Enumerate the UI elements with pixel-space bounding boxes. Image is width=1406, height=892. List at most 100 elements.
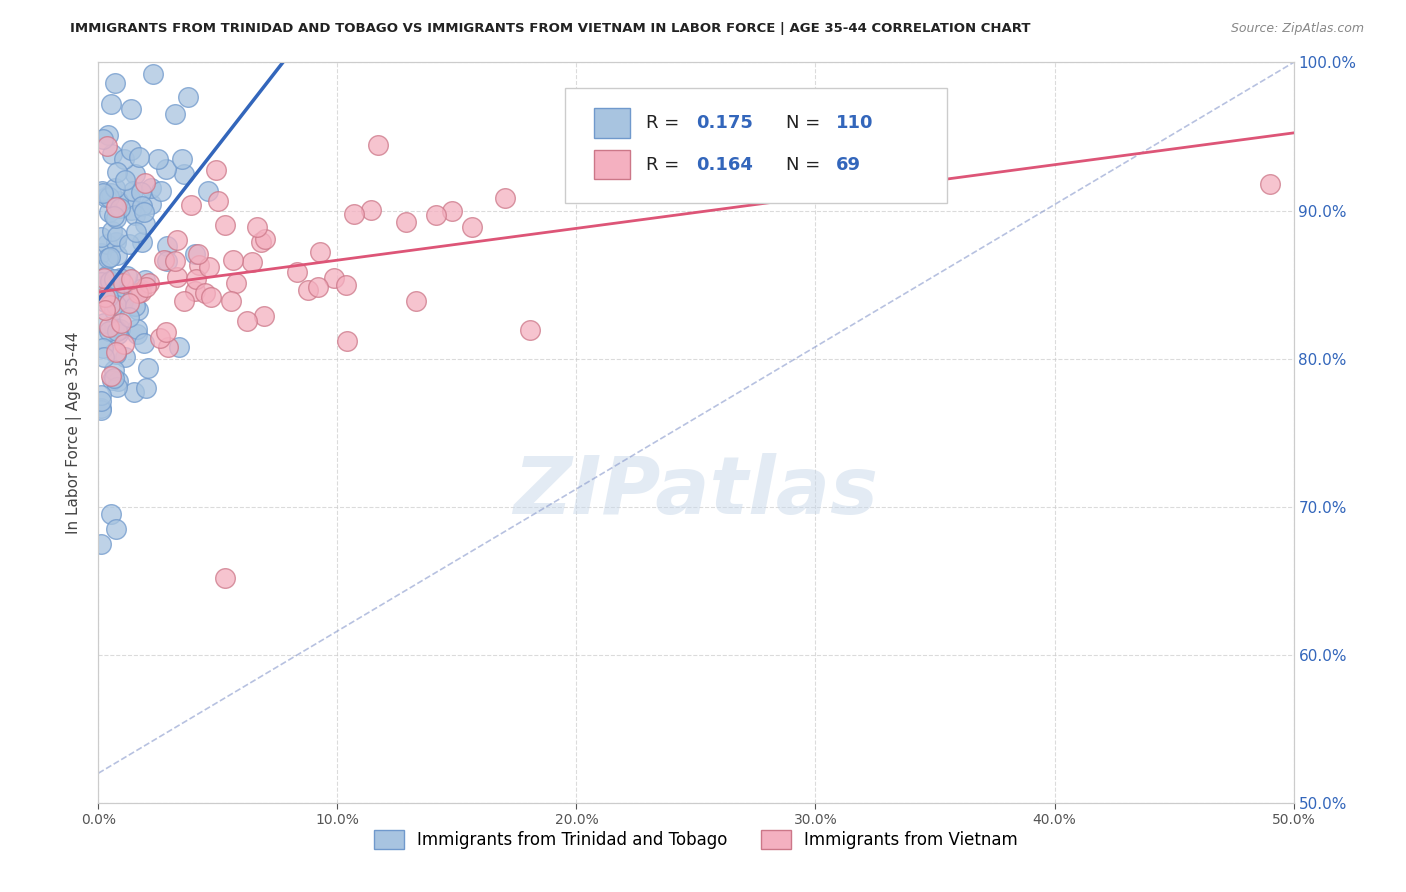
Point — [308, 244, 330, 259]
Point — [101, 224, 124, 238]
Point — [90, 245, 112, 260]
Point — [93, 316, 115, 330]
Point — [395, 215, 418, 229]
Point — [519, 323, 541, 337]
Point — [441, 204, 464, 219]
Point — [97, 289, 120, 303]
Point — [129, 285, 152, 299]
Point — [103, 319, 125, 334]
Point — [118, 310, 141, 324]
Point — [219, 294, 242, 309]
Point — [90, 275, 112, 289]
Point — [110, 293, 132, 307]
Text: R =: R = — [645, 114, 685, 132]
Point — [105, 248, 128, 262]
Point — [128, 150, 150, 164]
Point — [236, 313, 259, 327]
Point — [100, 96, 122, 111]
Point — [134, 176, 156, 190]
Point — [108, 201, 131, 215]
Point — [335, 277, 357, 292]
Point — [135, 280, 157, 294]
Point — [98, 324, 121, 338]
Point — [90, 403, 112, 417]
Point — [94, 290, 117, 304]
Point — [108, 270, 131, 285]
Point — [97, 190, 120, 204]
Point — [105, 165, 128, 179]
Point — [198, 260, 221, 275]
Point — [91, 132, 114, 146]
Point — [90, 393, 112, 408]
Point — [120, 144, 142, 158]
Point — [120, 272, 142, 286]
Point — [207, 194, 229, 209]
Point — [139, 197, 162, 211]
Point — [100, 507, 122, 521]
Point — [153, 252, 176, 267]
Point — [156, 239, 179, 253]
Point — [127, 326, 149, 341]
Point — [103, 272, 125, 286]
Point — [105, 228, 128, 243]
Point — [156, 340, 179, 354]
Point — [124, 208, 146, 222]
Point — [240, 255, 263, 269]
Point — [110, 316, 132, 330]
Point — [104, 76, 127, 90]
Point — [141, 67, 163, 81]
Point — [184, 272, 207, 286]
Point — [107, 374, 129, 388]
Point — [112, 336, 135, 351]
Point — [173, 167, 195, 181]
Point — [138, 276, 160, 290]
Point — [156, 254, 179, 268]
Point — [163, 253, 186, 268]
Point — [112, 276, 135, 290]
Point — [103, 285, 125, 299]
Point — [100, 186, 122, 200]
Point — [127, 303, 149, 318]
Point — [405, 293, 427, 308]
Point — [245, 219, 267, 234]
Point — [134, 205, 156, 219]
Point — [184, 285, 207, 299]
Text: N =: N = — [786, 114, 825, 132]
Point — [107, 194, 129, 208]
Point — [94, 190, 117, 204]
Point — [110, 288, 132, 302]
Legend: Immigrants from Trinidad and Tobago, Immigrants from Vietnam: Immigrants from Trinidad and Tobago, Imm… — [366, 822, 1026, 857]
Point — [97, 128, 120, 142]
Point — [155, 326, 177, 340]
Point — [90, 536, 112, 550]
Point — [134, 218, 156, 232]
Point — [91, 186, 114, 200]
Text: N =: N = — [786, 155, 825, 174]
Point — [494, 191, 516, 205]
FancyBboxPatch shape — [565, 88, 948, 203]
Point — [118, 237, 141, 252]
Point — [114, 350, 136, 364]
Point — [90, 401, 112, 416]
Text: IMMIGRANTS FROM TRINIDAD AND TOBAGO VS IMMIGRANTS FROM VIETNAM IN LABOR FORCE | : IMMIGRANTS FROM TRINIDAD AND TOBAGO VS I… — [70, 22, 1031, 36]
Point — [297, 284, 319, 298]
Point — [343, 207, 366, 221]
Point — [105, 345, 128, 359]
Point — [104, 181, 127, 195]
Point — [105, 380, 128, 394]
Point — [135, 380, 157, 394]
Point — [103, 362, 125, 376]
Point — [148, 152, 170, 166]
Point — [104, 347, 127, 361]
Point — [166, 233, 188, 247]
Point — [194, 286, 217, 301]
Point — [307, 280, 329, 294]
Point — [94, 303, 117, 318]
Point — [120, 202, 142, 217]
Point — [176, 89, 198, 103]
Point — [114, 173, 136, 187]
Point — [250, 235, 273, 250]
Point — [91, 184, 114, 198]
Point — [101, 147, 124, 161]
Point — [97, 319, 120, 334]
